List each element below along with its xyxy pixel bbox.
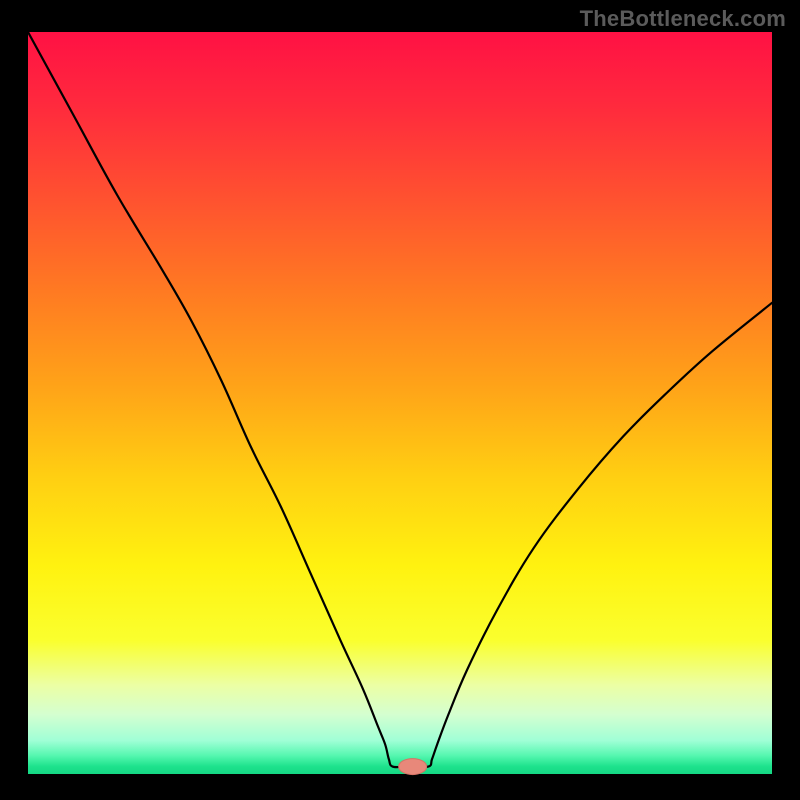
bottleneck-chart <box>0 0 800 800</box>
chart-gradient-bg <box>28 32 772 774</box>
optimal-point-marker <box>399 759 427 775</box>
chart-container: TheBottleneck.com <box>0 0 800 800</box>
watermark-text: TheBottleneck.com <box>580 6 786 32</box>
